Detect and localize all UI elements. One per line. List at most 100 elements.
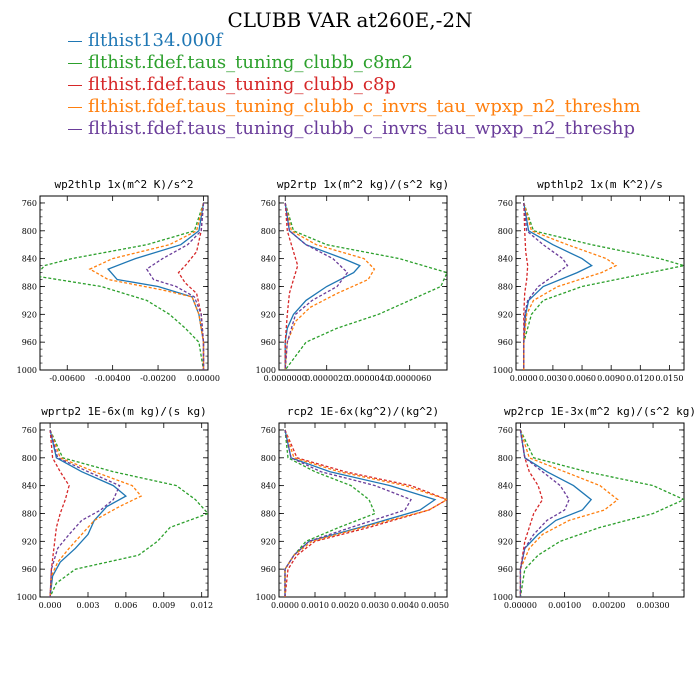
- series-line: [88, 202, 205, 370]
- x-tick-label: 0.0030: [361, 601, 389, 610]
- y-tick-label: 960: [498, 565, 513, 574]
- y-tick-label: 920: [261, 537, 276, 546]
- panel-title: wp2rtp 1x(m^2 kg)/(s^2 kg): [277, 178, 449, 191]
- y-tick-label: 840: [498, 482, 513, 491]
- y-tick-label: 1000: [493, 366, 513, 375]
- y-tick-label: 920: [498, 537, 513, 546]
- y-tick-label: 1000: [17, 366, 37, 375]
- series-line: [523, 202, 593, 370]
- series-line: [523, 202, 569, 370]
- legend-entry: flthist.fdef.taus_tuning_clubb_c_invrs_t…: [68, 118, 641, 140]
- series-line: [519, 429, 570, 597]
- y-tick-label: 840: [22, 255, 37, 264]
- chart-panel-6: wp2rcp 1E-3x(m^2 kg)/(s^2 kg) 760 800 840 88…: [493, 405, 696, 610]
- y-tick-label: 920: [498, 310, 513, 319]
- series-line: [284, 429, 412, 597]
- legend-entry: flthist.fdef.taus_tuning_clubb_c8m2: [68, 52, 641, 74]
- chart-panel-3: wpthlp2 1x(m K^2)/s 760 800 840 880 920 960 100…: [493, 178, 685, 383]
- series-group: [49, 429, 208, 597]
- series-line: [523, 202, 684, 370]
- y-tick-label: 880: [261, 282, 276, 291]
- chart-panel-2: wp2rtp 1x(m^2 kg)/(s^2 kg)760 800 840 880 92…: [256, 178, 449, 383]
- x-tick-label: -0.00200: [140, 374, 176, 383]
- x-tick-label: 0.0090: [597, 374, 625, 383]
- legend-label: flthist.fdef.taus_tuning_clubb_c8p: [88, 74, 396, 95]
- series-line: [523, 202, 618, 370]
- plot-frame: [515, 195, 685, 371]
- plot-frame: [278, 195, 448, 371]
- y-tick-label: 960: [498, 338, 513, 347]
- x-tick-label: 0.009: [152, 601, 175, 610]
- series-line: [519, 429, 619, 597]
- y-tick-label: 760: [22, 199, 37, 208]
- series-line: [106, 202, 205, 370]
- y-tick-label: 920: [22, 310, 37, 319]
- x-tick-label: 0.0050: [421, 601, 449, 610]
- legend-entry: flthist.fdef.taus_tuning_clubb_c_invrs_t…: [68, 96, 641, 118]
- y-tick-label: 840: [261, 482, 276, 491]
- y-tick-label: 960: [22, 565, 37, 574]
- y-tick-label: 1000: [256, 593, 276, 602]
- series-line: [49, 429, 143, 597]
- y-tick-label: 800: [261, 454, 276, 463]
- plot-frame: [515, 422, 685, 598]
- x-tick-label: 0.00000: [187, 374, 220, 383]
- x-tick-label: 0.0020: [331, 601, 359, 610]
- y-tick-label: 760: [261, 199, 276, 208]
- series-line: [284, 429, 437, 597]
- x-tick-label: 0.00300: [637, 601, 670, 610]
- x-tick-label: 0.0040: [391, 601, 419, 610]
- x-tick-label: 0.0120: [626, 374, 654, 383]
- x-tick-label: -0.00600: [49, 374, 85, 383]
- y-tick-label: 880: [22, 282, 37, 291]
- x-tick-label: 0.0000040: [347, 374, 390, 383]
- y-tick-label: 800: [22, 454, 37, 463]
- chart-panel-5: rcp2 1E-6x(kg^2)/(kg^2) 760 800 840 880 920 96…: [256, 405, 449, 610]
- x-tick-label: -0.00400: [95, 374, 131, 383]
- y-tick-label: 1000: [256, 366, 276, 375]
- panel-title: wp2thlp 1x(m^2 K)/s^2: [54, 178, 193, 191]
- series-line: [519, 429, 593, 597]
- x-tick-label: 0.0000060: [388, 374, 431, 383]
- series-line: [49, 429, 128, 597]
- legend-swatch: [68, 62, 82, 64]
- y-tick-label: 800: [498, 454, 513, 463]
- y-tick-label: 840: [261, 255, 276, 264]
- plot-frame: [39, 195, 209, 371]
- series-group: [284, 429, 447, 597]
- series-group: [523, 202, 684, 370]
- legend-label: flthist.fdef.taus_tuning_clubb_c8m2: [88, 52, 413, 73]
- series-group: [40, 202, 205, 370]
- series-line: [284, 429, 447, 597]
- legend-label: flthist.fdef.taus_tuning_clubb_c_invrs_t…: [88, 118, 636, 139]
- series-line: [177, 202, 205, 370]
- x-tick-label: 0.000: [39, 601, 62, 610]
- legend-entry: flthist.fdef.taus_tuning_clubb_c8p: [68, 74, 641, 96]
- x-tick-label: 0.0150: [655, 374, 683, 383]
- y-tick-label: 1000: [17, 593, 37, 602]
- y-tick-label: 840: [498, 255, 513, 264]
- legend: flthist134.000f flthist.fdef.taus_tuning…: [68, 30, 641, 140]
- series-line: [145, 202, 205, 370]
- series-line: [284, 429, 447, 597]
- x-tick-label: 0.0060: [568, 374, 596, 383]
- y-tick-label: 920: [261, 310, 276, 319]
- legend-swatch: [68, 40, 82, 42]
- x-tick-label: 0.00000: [504, 601, 537, 610]
- y-tick-label: 800: [498, 227, 513, 236]
- series-line: [519, 429, 544, 597]
- y-tick-label: 760: [498, 199, 513, 208]
- x-tick-label: 0.0030: [539, 374, 567, 383]
- series-line: [284, 202, 349, 370]
- legend-label: flthist.fdef.taus_tuning_clubb_c_invrs_t…: [88, 96, 641, 117]
- series-line: [49, 429, 208, 597]
- series-line: [284, 202, 447, 370]
- y-tick-label: 800: [261, 227, 276, 236]
- x-tick-label: 0.006: [114, 601, 137, 610]
- series-line: [40, 202, 205, 370]
- y-tick-label: 760: [498, 426, 513, 435]
- x-tick-label: 0.00100: [548, 601, 581, 610]
- series-group: [284, 202, 447, 370]
- series-line: [49, 429, 70, 597]
